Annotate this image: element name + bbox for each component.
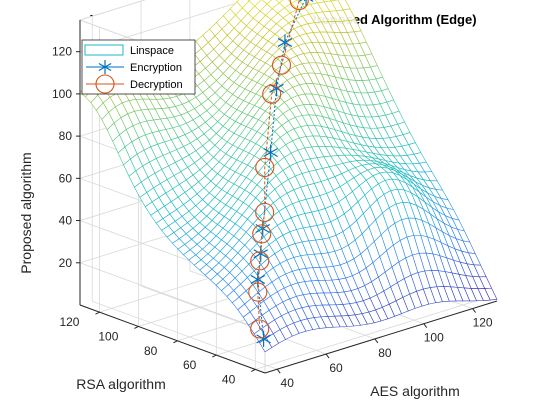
x-tick-label: 40 [281,376,295,390]
z-axis-label: Proposed algorithm [18,152,34,273]
decryption-point [250,319,270,339]
y-tick [134,326,139,329]
x-tick-label: 120 [473,316,493,330]
z-tick-label: 60 [59,171,73,185]
y-tick-label: 80 [144,344,158,358]
y-axis-label: RSA algorithm [76,376,165,392]
x-tick [325,353,330,359]
decryption-point [248,282,268,302]
z-tick-label: 40 [59,214,73,228]
z-tick-label: 120 [52,45,72,59]
encryption-point [277,34,293,51]
x-tick [472,308,476,313]
z-tick-label: 20 [59,256,73,270]
x-tick [374,338,379,344]
asterisk-stroke [263,147,278,157]
asterisk-stroke [98,62,112,72]
y-tick-label: 100 [98,329,118,343]
decryption-point [262,84,282,104]
encryption-point [298,0,314,6]
x-tick-label: 60 [329,361,343,375]
asterisk-stroke [269,83,284,93]
decryption-point [252,224,272,244]
floor-grid-line [92,300,278,370]
floor-grid-line [140,285,327,355]
x-tick [276,368,281,374]
axes-ticks: 40 60 80 100 120 40 60 80 100 120 20 40 60 80 100 120 [52,20,498,390]
y-axis-line [79,304,266,374]
x-tick [423,323,428,329]
surface-cell [259,337,273,353]
y-tick-label: 120 [59,315,79,329]
decryption-point [289,0,309,11]
encryption-point [269,80,284,97]
asterisk-stroke [256,334,271,344]
floor-grid-line [255,297,488,370]
asterisk-stroke [298,0,303,2]
x-axis-label: AES algorithm [370,383,459,399]
y-tick [251,368,256,372]
y-tick [173,340,178,344]
encryption-point [263,144,278,161]
decryption-line [257,0,300,330]
legend-marker-asterisk [98,60,112,74]
asterisk-stroke [250,274,266,284]
legend-label: Encryption [130,62,182,74]
series-layer [248,0,314,347]
legend-label: Decryption [130,79,183,91]
y-tick [212,354,217,358]
decryption-point [255,157,275,178]
surface-mesh [79,0,498,353]
y-tick-label: 40 [222,372,236,386]
legend: Linspace Encryption Decryption [81,39,196,95]
encryption-point [256,330,271,347]
surface-cell [275,0,284,4]
decryption-point [271,55,292,75]
decryption-point [255,202,275,222]
y-tick-label: 60 [183,358,197,372]
asterisk-stroke [309,0,314,2]
x-tick-label: 80 [378,346,392,360]
x-tick-label: 100 [424,331,444,345]
legend-label: Linspace [130,45,174,57]
legend-swatch-linspace [84,44,124,56]
z-tick-label: 80 [59,129,73,143]
asterisk-stroke [277,37,293,47]
y-tick [95,311,100,315]
encryption-point [250,271,266,288]
decryption-point [250,251,270,271]
legend-marker-circle [95,74,115,94]
z-tick-label: 100 [52,87,72,101]
x-axis-line [264,300,498,374]
